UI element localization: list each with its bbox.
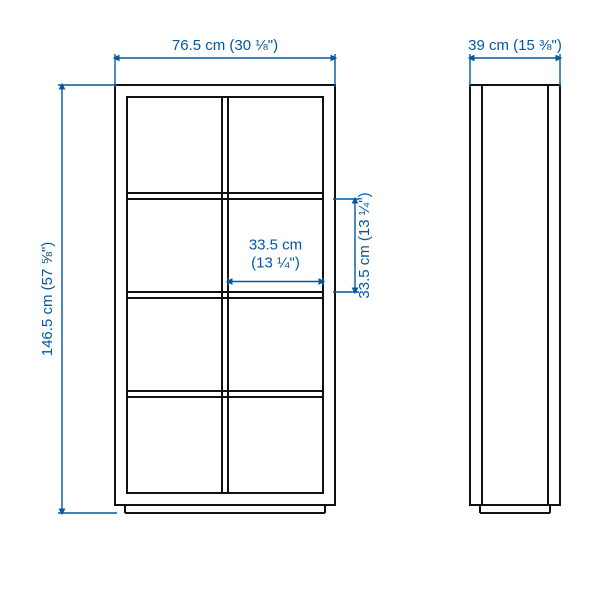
cube-width-label: 33.5 cm(13 ¼") (249, 237, 302, 272)
svg-text:146.5 cm (57 ⅝"): 146.5 cm (57 ⅝") (39, 242, 56, 357)
svg-text:39 cm (15 ⅜"): 39 cm (15 ⅜") (468, 37, 562, 54)
svg-text:76.5 cm (30 ⅛"): 76.5 cm (30 ⅛") (172, 37, 278, 54)
svg-text:33.5 cm (13 ¼"): 33.5 cm (13 ¼") (356, 192, 373, 298)
